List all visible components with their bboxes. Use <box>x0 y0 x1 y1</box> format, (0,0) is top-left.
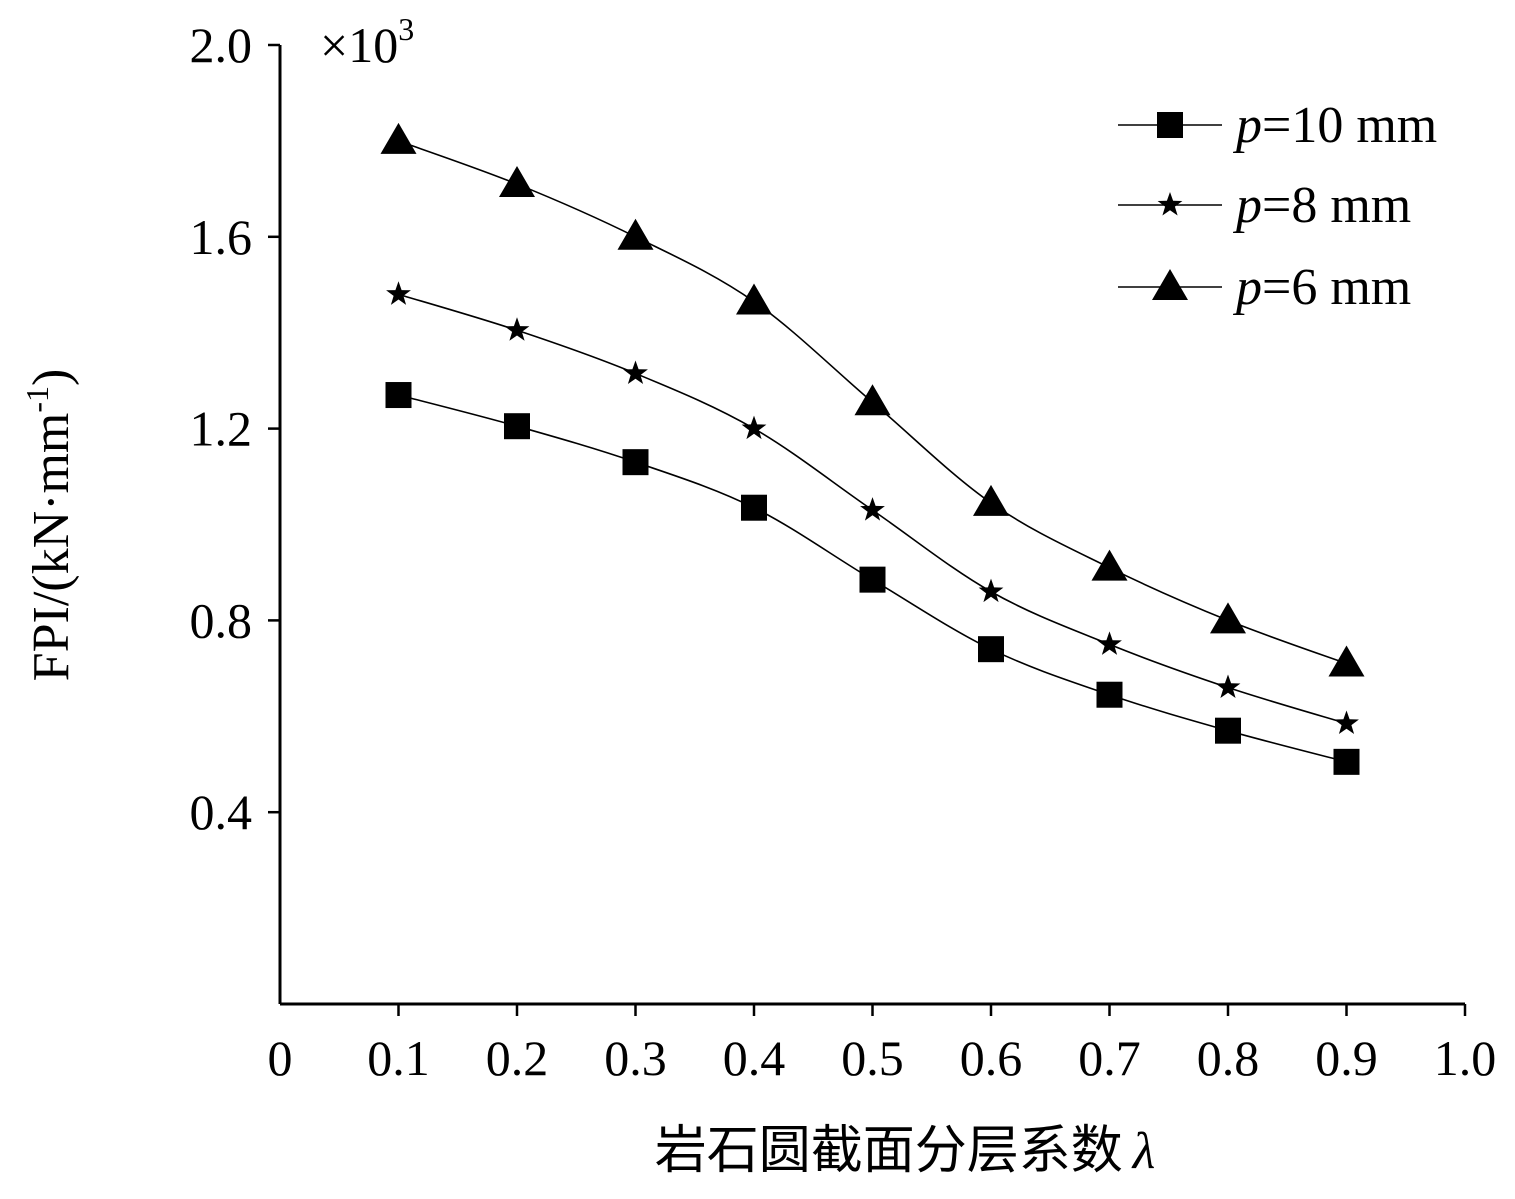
data-point <box>1097 631 1122 655</box>
x-tick-label: 0.2 <box>486 1030 549 1086</box>
x-tick-label: 0.6 <box>960 1030 1023 1086</box>
data-point <box>386 281 411 305</box>
data-point <box>504 413 530 440</box>
y-tick-label: 0.4 <box>190 784 253 840</box>
y-tick-label: 1.2 <box>190 401 253 457</box>
data-point <box>1096 681 1123 708</box>
data-point <box>1334 710 1359 734</box>
data-point <box>499 166 535 198</box>
y-multiplier: ×103 <box>320 11 414 73</box>
y-axis-title-sup: -1 <box>19 386 55 413</box>
x-axis-title-main: 岩石圆截面分层系数 <box>655 1123 1123 1180</box>
data-point <box>622 449 649 476</box>
data-point <box>859 566 886 593</box>
legend-label: p=8 mm <box>1232 177 1411 234</box>
x-tick-label: 0.3 <box>604 1030 667 1086</box>
data-point <box>623 360 648 384</box>
legend-label-value: =10 mm <box>1262 97 1437 154</box>
series-layer <box>380 122 1365 775</box>
y-multiplier-prefix: ×10 <box>320 17 398 73</box>
legend-label-variable: p <box>1232 177 1262 234</box>
data-point <box>1333 748 1360 775</box>
x-axis-title-symbol: λ <box>1131 1123 1156 1180</box>
data-point <box>741 415 767 440</box>
y-tick-label: 1.6 <box>190 209 253 265</box>
data-point <box>385 382 412 409</box>
data-point <box>860 497 885 521</box>
y-axis-title-main: FPI/(kN·mm <box>23 413 80 682</box>
y-ticks: 0.4 0.8 1.2 1.6 2.0 <box>190 17 280 840</box>
x-tick-label: 1.0 <box>1434 1030 1497 1086</box>
legend: p=10 mmp=8 mmp=6 mm <box>1118 97 1437 316</box>
data-point <box>380 122 417 154</box>
x-tick-label: 0.5 <box>841 1030 904 1086</box>
x-axis-title: 岩石圆截面分层系数 λ <box>655 1123 1156 1180</box>
x-tick-label: 0.1 <box>367 1030 430 1086</box>
data-point <box>973 484 1009 516</box>
x-ticks: 0 0.1 0.2 0.3 0.4 0.5 0.6 0.7 0.8 0.9 1.0 <box>268 1004 1497 1086</box>
x-tick-label: 0.7 <box>1078 1030 1141 1086</box>
legend-marker <box>1157 192 1183 216</box>
data-point <box>736 283 772 315</box>
data-point <box>978 578 1004 603</box>
data-point <box>854 384 891 416</box>
data-point <box>1328 645 1365 677</box>
series-triangle <box>380 122 1365 677</box>
series-star <box>386 281 1359 734</box>
legend-marker <box>1157 112 1183 138</box>
legend-label-value: =8 mm <box>1262 177 1411 234</box>
y-tick-label: 2.0 <box>190 17 253 73</box>
x-tick-label: 0.8 <box>1197 1030 1260 1086</box>
y-axis-title: FPI/(kN·mm-1) <box>19 369 80 682</box>
series-square <box>385 382 1360 775</box>
legend-label: p=6 mm <box>1232 259 1411 316</box>
data-point <box>1210 602 1246 634</box>
data-point <box>504 317 530 341</box>
x-tick-label: 0.4 <box>723 1030 786 1086</box>
data-point <box>617 218 654 250</box>
data-point <box>978 636 1004 663</box>
data-point <box>741 494 767 521</box>
legend-label-variable: p <box>1232 259 1262 316</box>
legend-label: p=10 mm <box>1232 97 1437 154</box>
data-point <box>1091 549 1128 581</box>
x-tick-label: 0 <box>268 1030 293 1086</box>
y-multiplier-exponent: 3 <box>398 11 414 47</box>
y-axis-title-close: ) <box>23 369 80 386</box>
legend-item-square: p=10 mm <box>1118 97 1437 154</box>
legend-label-variable: p <box>1232 97 1262 154</box>
data-point <box>1215 674 1241 698</box>
legend-marker <box>1152 269 1188 300</box>
data-point <box>1215 717 1241 744</box>
legend-item-triangle: p=6 mm <box>1118 259 1411 316</box>
y-tick-label: 0.8 <box>190 592 253 648</box>
x-tick-label: 0.9 <box>1315 1030 1378 1086</box>
legend-item-star: p=8 mm <box>1118 177 1411 234</box>
legend-label-value: =6 mm <box>1262 259 1411 316</box>
